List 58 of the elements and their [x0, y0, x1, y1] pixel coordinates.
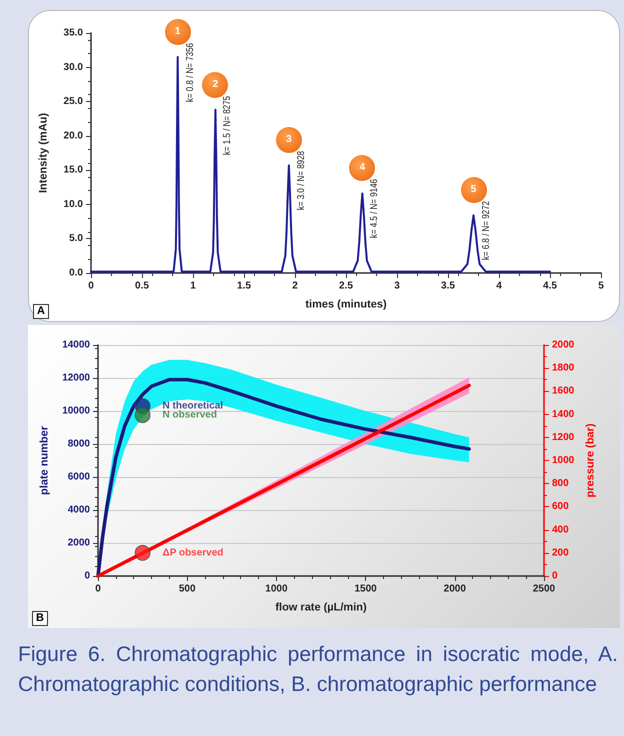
y-tick-label: 15.0 — [64, 164, 84, 176]
y-tick-label: 6000 — [68, 472, 90, 482]
x-tick-label: 0 — [95, 584, 102, 594]
text: A — [33, 304, 49, 319]
y2-tick-label: 1800 — [552, 362, 575, 374]
x-tick-label: 3.5 — [441, 280, 456, 292]
y2-tick-label: 0 — [552, 570, 558, 582]
y2-tick-label: 1000 — [552, 455, 575, 466]
y-axis-title: plate number — [38, 425, 50, 496]
x-tick-label: 2 — [292, 280, 298, 292]
y-tick-label: 5.0 — [69, 233, 84, 244]
x-tick-label: 2000 — [444, 584, 466, 594]
text: B — [32, 611, 48, 626]
y2-tick-label: 600 — [552, 501, 570, 512]
x-tick-label: 3 — [394, 280, 400, 292]
y-tick-label: 20.0 — [64, 130, 84, 142]
y-tick-label: 8000 — [68, 438, 90, 450]
annotation: k= 1.5 / N= 8275 — [222, 96, 234, 155]
x-tick-label: 1.5 — [237, 280, 252, 292]
x-tick-label: 500 — [178, 584, 196, 594]
y2-tick-label: 1400 — [552, 408, 575, 420]
x-tick-label: 1 — [190, 280, 196, 292]
annotation: k= 4.5 / N= 9146 — [369, 179, 380, 239]
y-tick-label: 12000 — [62, 372, 90, 384]
y2-tick-label: 400 — [552, 524, 570, 536]
annotation: k= 6.8 / N= 9272 — [480, 201, 492, 261]
x-tick-label: 4 — [496, 280, 502, 292]
x-tick-label: 1500 — [354, 584, 378, 594]
y-tick-label: 25.0 — [64, 96, 84, 108]
y-tick-label: 2000 — [68, 538, 90, 548]
y2-tick-label: 1200 — [552, 432, 575, 443]
x-tick-label: 1000 — [265, 584, 288, 594]
x-tick-label: 4.5 — [543, 280, 558, 292]
y2-axis-title: pressure (bar) — [584, 423, 597, 498]
y-tick-label: 10000 — [62, 406, 90, 416]
x-tick-label: 2500 — [532, 584, 556, 594]
y2-tick-label: 2000 — [552, 340, 575, 350]
y2-tick-label: 200 — [552, 547, 570, 558]
x-tick-label: 0.5 — [135, 280, 150, 292]
y-tick-label: 35.0 — [64, 28, 84, 38]
y-tick-label: 30.0 — [64, 62, 84, 73]
y-tick-label: 14000 — [62, 340, 90, 350]
y-tick-label: 10.0 — [64, 198, 84, 210]
x-axis-title: flow rate (µL/min) — [275, 602, 367, 614]
series-label: ΔP observed — [162, 547, 224, 558]
caption: Figure 6. Chromatographic performance in isocratic mode, A. Chromatographic conditions, B. chromatographic performance — [18, 642, 618, 698]
y2-tick-label: 1600 — [552, 386, 575, 397]
x-tick-label: 5 — [598, 280, 604, 292]
y2-tick-label: 800 — [552, 478, 570, 490]
annotation: k= 3.0 / N= 8928 — [296, 151, 307, 210]
annotation: k= 0.8 / N= 7356 — [184, 43, 196, 102]
series-label: N observed — [162, 410, 217, 421]
y-tick-label: 4000 — [68, 504, 90, 516]
x-axis-title: times (minutes) — [305, 298, 387, 310]
y-axis-title: Intensity (mAu) — [38, 112, 50, 194]
y-tick-label: 0.0 — [69, 268, 84, 278]
y-tick-label: 0 — [84, 570, 90, 582]
x-tick-label: 2.5 — [339, 280, 354, 292]
